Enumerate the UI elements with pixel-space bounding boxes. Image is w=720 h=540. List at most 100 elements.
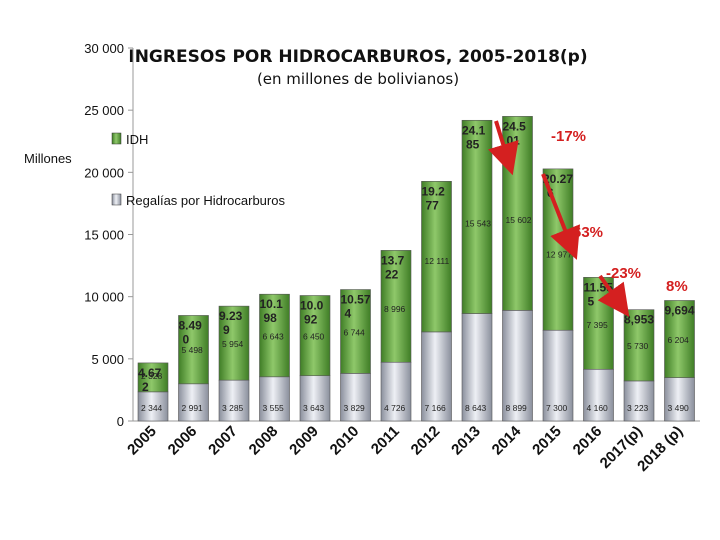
annotation-minus-63: -63%	[568, 224, 603, 241]
x-tick-label: 2010	[327, 423, 363, 459]
data-label-idh: 5 498	[182, 345, 204, 355]
chart-title: INGRESOS POR HIDROCARBUROS, 2005-2018(p)	[128, 47, 587, 67]
annotation-minus-17: -17%	[551, 128, 586, 145]
bar-regalias	[380, 361, 412, 422]
data-label-regalias: 3 490	[668, 403, 690, 413]
data-label-regalias: 8 643	[465, 403, 487, 413]
total-label: 13.7 22	[381, 253, 405, 281]
total-label: 10.1 98	[260, 297, 284, 325]
bar-idh	[259, 293, 290, 378]
arrow-2015	[541, 173, 581, 260]
legend-label-regalias: Regalías por Hidrocarburos	[126, 193, 285, 208]
data-label-idh: 8 996	[384, 304, 406, 314]
bar-regalias	[664, 377, 695, 422]
bar-regalias	[340, 373, 371, 422]
bar-regalias	[421, 331, 452, 422]
legend-swatch-idh	[111, 132, 122, 145]
data-label-regalias: 7 166	[425, 403, 447, 413]
data-label-regalias: 7 300	[546, 403, 568, 413]
data-label-regalias: 4 726	[384, 403, 406, 413]
data-label-idh: 7 395	[587, 320, 609, 330]
total-label: 10.0 92	[300, 299, 324, 327]
total-label: 19.2 77	[422, 184, 446, 212]
bar-idh	[218, 305, 250, 381]
bar-idh	[137, 362, 169, 393]
data-label-regalias: 3 555	[263, 403, 285, 413]
data-label-regalias: 4 160	[587, 403, 609, 413]
x-tick-label: 2012	[408, 423, 444, 459]
data-label-idh: 6 643	[263, 332, 285, 342]
legend-item-idh: IDH	[111, 132, 148, 147]
total-label: 8.49 0	[179, 318, 203, 346]
bar-idh	[421, 181, 452, 333]
bar-regalias	[218, 379, 250, 422]
y-tick-label: 5 000	[91, 352, 124, 367]
total-label: 24.1 85	[462, 123, 486, 151]
data-label-regalias: 3 223	[627, 403, 649, 413]
bar-idh	[299, 295, 331, 377]
data-label-idh: 2 328	[141, 371, 163, 381]
data-label-idh: 5 954	[222, 339, 244, 349]
bar-regalias	[461, 313, 493, 422]
total-label: 4.67 2	[138, 366, 162, 394]
bar-idh	[461, 119, 493, 314]
data-label-regalias: 3 829	[344, 403, 366, 413]
data-label-regalias: 8 899	[506, 403, 528, 413]
bar-regalias	[502, 310, 533, 422]
axes	[132, 48, 700, 422]
bar-regalias	[259, 376, 290, 422]
x-ticks: 2005 2006 2007 2008 2009 2010 2011 2012 2013 2014…	[124, 422, 686, 475]
data-label-idh: 12 977	[546, 250, 572, 260]
total-label: 9.23 9	[219, 309, 243, 337]
y-axis-label: Millones	[24, 151, 72, 166]
x-tick-label: 2007	[205, 423, 241, 459]
bar-regalias	[623, 380, 655, 422]
x-tick-label: 2014	[489, 422, 525, 458]
data-label-idh: 6 204	[668, 335, 690, 345]
y-tick-label: 15 000	[84, 228, 124, 243]
annotation-plus-8: 8%	[666, 278, 688, 295]
annotations: -17% -63% -23% 8%	[488, 120, 688, 318]
bar-idh	[623, 309, 655, 382]
data-label-idh: 15 543	[465, 219, 491, 229]
y-tick-label: 20 000	[84, 165, 124, 180]
x-tick-label: 2009	[286, 423, 322, 459]
y-tick-label: 30 000	[84, 41, 124, 56]
chart-subtitle: (en millones de bolivianos)	[257, 70, 459, 88]
y-tick-label: 0	[117, 414, 124, 429]
annotation-minus-23: -23%	[606, 265, 641, 282]
data-label-idh: 6 450	[303, 332, 325, 342]
data-label-regalias: 2 991	[182, 403, 204, 413]
x-tick-label: 2005	[124, 423, 160, 459]
x-tick-label: 2011	[368, 423, 403, 458]
x-tick-label: 2015	[529, 423, 565, 459]
legend: IDH Regalías por Hidrocarburos	[111, 132, 285, 208]
x-tick-label: 2018 (p)	[634, 423, 686, 475]
data-label-regalias: 2 344	[141, 403, 163, 413]
y-tick-label: 10 000	[84, 290, 124, 305]
legend-label-idh: IDH	[126, 132, 148, 147]
data-label-regalias: 3 643	[303, 403, 325, 413]
bars	[137, 116, 695, 422]
bar-regalias	[583, 368, 614, 422]
bar-regalias	[137, 391, 169, 422]
data-label-idh: 5 730	[627, 341, 649, 351]
arrow-2016	[597, 274, 630, 318]
total-labels: 4.67 2 8.49 0 9.23 9 10.1 98 10.0 92 10.57 4 13.7 22 1…	[138, 119, 695, 394]
bar-idh	[380, 250, 412, 363]
data-label-idh: 12 111	[425, 256, 450, 266]
x-tick-label: 2006	[165, 423, 201, 459]
x-tick-label: 2016	[570, 423, 606, 459]
bar-idh	[340, 289, 371, 374]
x-tick-label: 2008	[246, 423, 282, 459]
bar-idh	[178, 315, 209, 385]
legend-item-regalias: Regalías por Hidrocarburos	[111, 193, 285, 208]
bar-regalias	[299, 375, 331, 422]
bar-regalias	[542, 329, 574, 422]
data-label-idh: 6 744	[344, 328, 366, 338]
y-ticks: 0 5 000 10 000 15 000 20 000 25 000 30 000	[84, 41, 133, 429]
data-label-idh: 15 602	[506, 215, 532, 225]
legend-swatch-regalias	[111, 193, 122, 206]
data-label-regalias: 3 285	[222, 403, 244, 413]
